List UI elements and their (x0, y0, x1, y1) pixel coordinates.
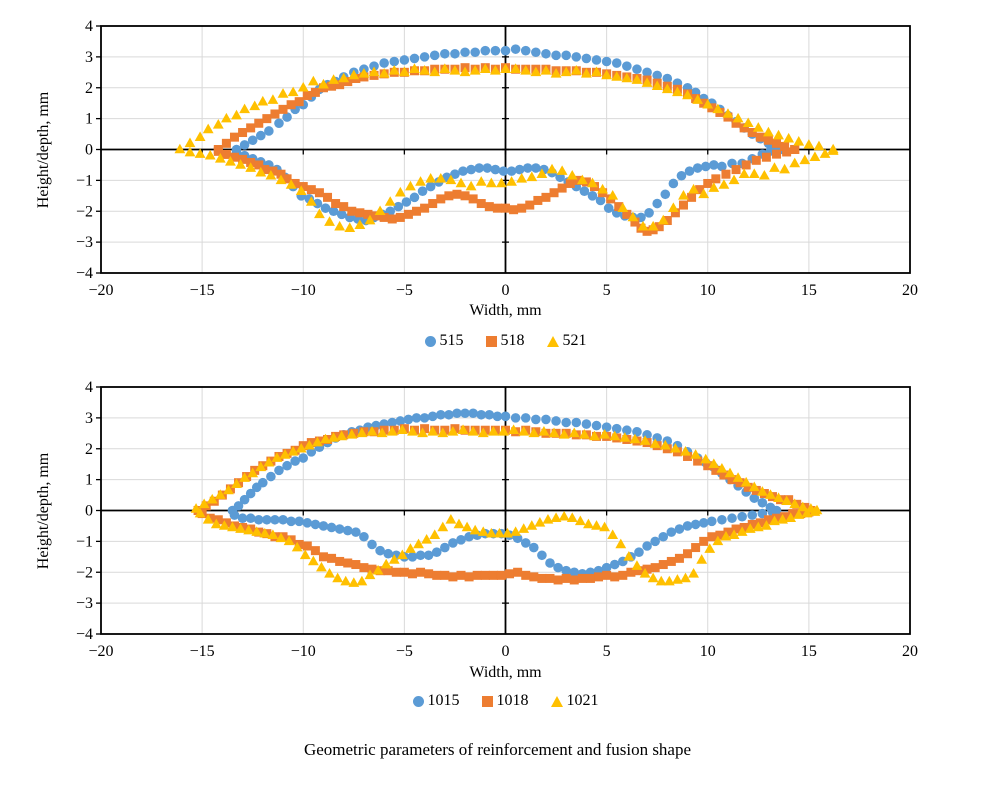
y-tick-label: 0 (85, 503, 93, 520)
y-tick-label: 0 (85, 142, 93, 159)
series-521 (174, 63, 839, 233)
y-tick-label: 3 (85, 410, 93, 427)
x-axis-title-bottom-chart: Width, mm (469, 664, 542, 681)
circle-marker-icon (412, 695, 424, 707)
y-tick-label: 1 (85, 111, 93, 128)
x-tick-label: 10 (700, 282, 716, 299)
legend-label-515: 515 (439, 332, 464, 349)
x-tick-label: 0 (502, 282, 510, 299)
legend-top-chart: 515 518 521 (101, 332, 910, 350)
y-tick-label: −1 (76, 533, 93, 550)
y-tick-label: −1 (76, 172, 93, 189)
plot-border (100, 25, 911, 274)
x-tick-label: −20 (88, 643, 113, 660)
series-1021 (190, 424, 823, 587)
x-tick-label: 15 (801, 282, 817, 299)
y-tick-label: −2 (76, 564, 93, 581)
y-tick-label: 1 (85, 472, 93, 489)
y-tick-label: 4 (85, 379, 93, 396)
x-tick-label: 10 (700, 643, 716, 660)
axes (96, 386, 910, 635)
square-marker-icon (481, 695, 493, 707)
legend-item-1021: 1021 (550, 692, 599, 710)
x-axis-title-top-chart: Width, mm (469, 302, 542, 319)
x-tick-label: −10 (291, 643, 316, 660)
y-tick-label: −2 (76, 203, 93, 220)
x-tick-label: 20 (902, 643, 918, 660)
figure-caption: Geometric parameters of reinforcement an… (303, 740, 692, 759)
x-tick-label: −5 (396, 643, 413, 660)
x-tick-label: −15 (190, 643, 215, 660)
circle-marker-icon (424, 335, 436, 347)
x-tick-label: 5 (603, 282, 611, 299)
triangle-marker-icon (546, 335, 559, 347)
y-tick-label: −4 (76, 626, 93, 643)
legend-label-521: 521 (562, 332, 587, 349)
plot-border (100, 386, 911, 635)
legend-label-1021: 1021 (566, 692, 599, 709)
y-tick-label: 3 (85, 49, 93, 66)
y-tick-label: −4 (76, 265, 93, 282)
y-tick-label: 4 (85, 18, 93, 35)
x-tick-label: −20 (88, 282, 113, 299)
y-axis-title-bottom-chart: Height/depth, mm (35, 452, 52, 570)
legend-bottom-chart: 1015 1018 1021 (101, 692, 910, 710)
legend-label-1018: 1018 (496, 692, 529, 709)
legend-item-521: 521 (546, 332, 587, 350)
y-tick-label: 2 (85, 80, 93, 97)
legend-item-515: 515 (424, 332, 464, 350)
legend-item-1018: 1018 (481, 692, 529, 710)
y-axis-title-top-chart: Height/depth, mm (35, 91, 52, 209)
x-tick-label: 20 (902, 282, 918, 299)
x-tick-label: −10 (291, 282, 316, 299)
square-marker-icon (485, 335, 497, 347)
y-tick-label: −3 (76, 234, 93, 251)
x-tick-label: −5 (396, 282, 413, 299)
y-tick-label: 2 (85, 441, 93, 458)
x-tick-label: 5 (603, 643, 611, 660)
x-tick-label: 15 (801, 643, 817, 660)
x-tick-label: −15 (190, 282, 215, 299)
triangle-marker-icon (550, 695, 563, 707)
legend-label-1015: 1015 (427, 692, 460, 709)
y-tick-label: −3 (76, 595, 93, 612)
legend-item-1015: 1015 (412, 692, 460, 710)
legend-item-518: 518 (485, 332, 525, 350)
x-tick-label: 0 (502, 643, 510, 660)
legend-label-518: 518 (500, 332, 525, 349)
